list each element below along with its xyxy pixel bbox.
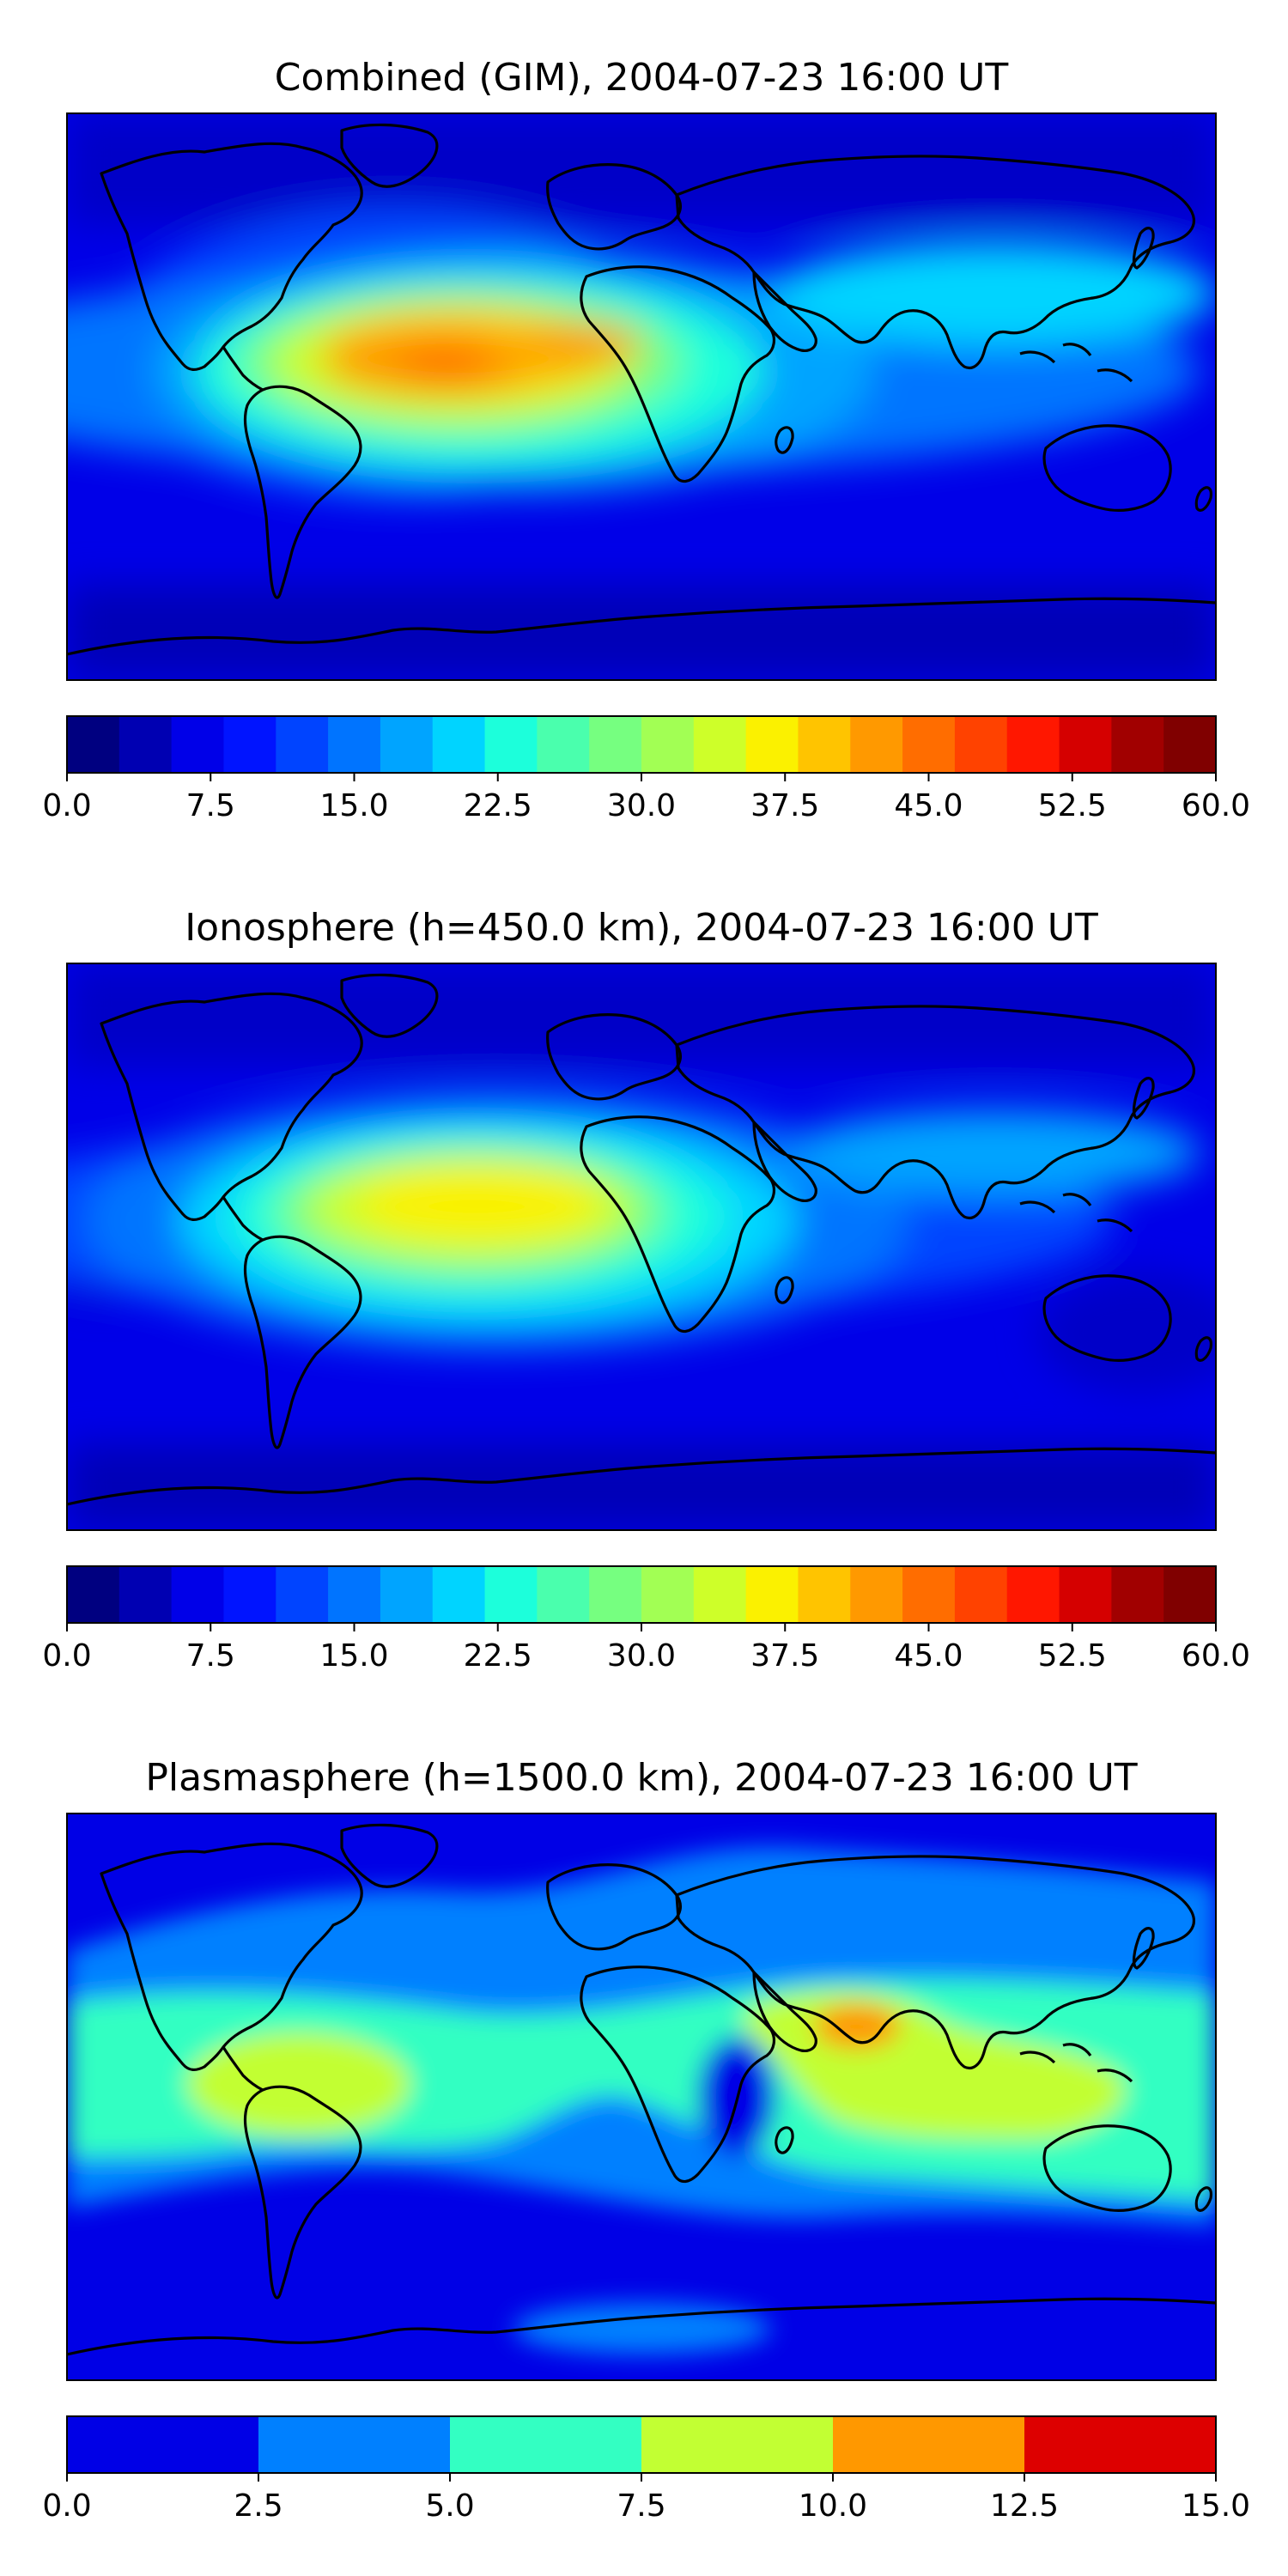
- colorbar-segment: [589, 716, 642, 773]
- colorbar-segment: [223, 716, 276, 773]
- chart-title-3: Plasmasphere (h=1500.0 km), 2004-07-23 1…: [145, 1756, 1137, 1800]
- colorbar-2: [67, 1566, 1217, 1623]
- colorbar-segment: [954, 716, 1008, 773]
- colorbar-segment: [833, 2416, 1025, 2473]
- colorbar-segment: [484, 1566, 538, 1623]
- colorbar-segment: [641, 2416, 834, 2473]
- colorbar-segment: [1111, 716, 1164, 773]
- colorbar-segment: [276, 716, 329, 773]
- colorbar-segment: [798, 716, 851, 773]
- map-panel-2: [67, 963, 1216, 1530]
- colorbar-segment: [171, 716, 225, 773]
- colorbar-segment: [745, 1566, 799, 1623]
- map-panel-3: [67, 1814, 1216, 2380]
- colorbar-segment: [276, 1566, 329, 1623]
- colorbar-tick-label: 15.0: [319, 788, 388, 823]
- colorbar-segment: [641, 716, 695, 773]
- colorbar-tick-label: 5.0: [425, 2488, 474, 2524]
- colorbar-segment: [484, 716, 538, 773]
- colorbar-segment: [745, 716, 799, 773]
- colorbar-segment: [537, 1566, 590, 1623]
- colorbar-3-ticks: 0.0 2.5 5.0 7.5 10.0 12.5 15.0: [42, 2473, 1250, 2524]
- colorbar-segment: [693, 1566, 747, 1623]
- colorbar-segment: [1059, 716, 1112, 773]
- colorbar-tick-label: 15.0: [1182, 2488, 1250, 2524]
- colorbar-tick-label: 7.5: [186, 1638, 235, 1674]
- colorbar-tick-label: 7.5: [617, 2488, 665, 2524]
- colorbar-segment: [693, 716, 747, 773]
- colorbar-tick-label: 22.5: [464, 788, 532, 823]
- chart-title-1: Combined (GIM), 2004-07-23 16:00 UT: [275, 56, 1009, 100]
- colorbar-tick-label: 52.5: [1038, 788, 1107, 823]
- colorbar-segment: [641, 1566, 695, 1623]
- colorbar-segment: [118, 716, 173, 773]
- colorbar-segment: [850, 1566, 903, 1623]
- colorbar-segment: [380, 1566, 434, 1623]
- colorbar-segment: [1024, 2416, 1217, 2473]
- colorbar-tick-label: 30.0: [607, 1638, 676, 1674]
- colorbar-segment: [954, 1566, 1008, 1623]
- colorbar-segment: [171, 1566, 225, 1623]
- colorbar-segment: [589, 1566, 642, 1623]
- colorbar-segment: [902, 1566, 956, 1623]
- colorbar-segment: [450, 2416, 642, 2473]
- colorbar-segment: [432, 716, 486, 773]
- colorbar-tick-label: 15.0: [319, 1638, 388, 1674]
- colorbar-segment: [1059, 1566, 1112, 1623]
- map-panel-1: [67, 113, 1216, 680]
- colorbar-tick-label: 60.0: [1182, 788, 1250, 823]
- colorbar-tick-label: 45.0: [894, 1638, 963, 1674]
- colorbar-segment: [1163, 716, 1217, 773]
- colorbar-tick-label: 0.0: [42, 2488, 91, 2524]
- colorbar-tick-label: 7.5: [186, 788, 235, 823]
- colorbar-3: [67, 2416, 1217, 2473]
- colorbar-tick-label: 22.5: [464, 1638, 532, 1674]
- colorbar-tick-label: 0.0: [42, 1638, 91, 1674]
- colorbar-tick-label: 12.5: [990, 2488, 1059, 2524]
- colorbar-tick-label: 37.5: [750, 1638, 819, 1674]
- colorbar-segment: [1163, 1566, 1217, 1623]
- colorbar-tick-label: 52.5: [1038, 1638, 1107, 1674]
- colorbar-segment: [223, 1566, 276, 1623]
- chart-title-2: Ionosphere (h=450.0 km), 2004-07-23 16:0…: [185, 906, 1098, 950]
- colorbar-tick-label: 0.0: [42, 788, 91, 823]
- colorbar-segment: [258, 2416, 451, 2473]
- colorbar-segment: [67, 716, 120, 773]
- colorbar-segment: [798, 1566, 851, 1623]
- colorbar-segment: [328, 716, 381, 773]
- colorbar-segment: [537, 716, 590, 773]
- colorbar-1: [67, 716, 1217, 773]
- colorbar-segment: [432, 1566, 486, 1623]
- colorbar-tick-label: 2.5: [234, 2488, 283, 2524]
- colorbar-segment: [328, 1566, 381, 1623]
- colorbar-segment: [902, 716, 956, 773]
- colorbar-2-ticks: 0.0 7.5 15.0 22.5 30.0 37.5 45.0 52.5 60.0: [42, 1623, 1250, 1674]
- colorbar-tick-label: 45.0: [894, 788, 963, 823]
- colorbar-tick-label: 30.0: [607, 788, 676, 823]
- colorbar-tick-label: 37.5: [750, 788, 819, 823]
- colorbar-segment: [67, 1566, 120, 1623]
- colorbar-tick-label: 60.0: [1182, 1638, 1250, 1674]
- colorbar-segment: [67, 2416, 259, 2473]
- colorbar-segment: [1006, 716, 1060, 773]
- colorbar-segment: [118, 1566, 173, 1623]
- colorbar-segment: [380, 716, 434, 773]
- colorbar-segment: [850, 716, 903, 773]
- colorbar-tick-label: 10.0: [799, 2488, 867, 2524]
- colorbar-1-ticks: 0.0 7.5 15.0 22.5 30.0 37.5 45.0 52.5 60.0: [42, 773, 1250, 823]
- colorbar-segment: [1111, 1566, 1164, 1623]
- colorbar-segment: [1006, 1566, 1060, 1623]
